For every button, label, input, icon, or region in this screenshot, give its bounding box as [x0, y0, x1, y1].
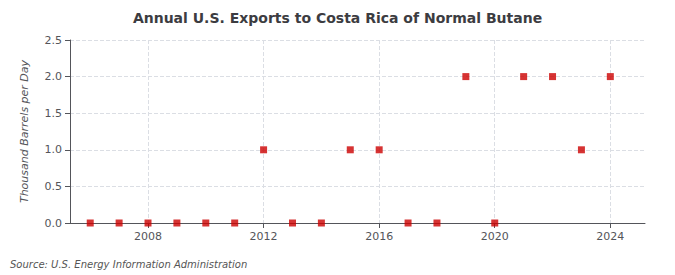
svg-text:2016: 2016 — [365, 230, 393, 243]
svg-text:0.5: 0.5 — [45, 180, 63, 193]
svg-text:2024: 2024 — [596, 230, 624, 243]
svg-text:2012: 2012 — [250, 230, 278, 243]
svg-text:1.5: 1.5 — [45, 107, 63, 120]
svg-text:0.0: 0.0 — [45, 217, 63, 230]
svg-text:2.0: 2.0 — [45, 70, 63, 83]
svg-text:Annual U.S. Exports to Costa R: Annual U.S. Exports to Costa Rica of Nor… — [133, 10, 542, 26]
svg-text:2008: 2008 — [134, 230, 162, 243]
svg-text:2020: 2020 — [481, 230, 509, 243]
svg-text:1.0: 1.0 — [45, 143, 63, 156]
svg-text:Source: U.S. Energy Informatio: Source: U.S. Energy Information Administ… — [10, 259, 247, 270]
svg-text:2.5: 2.5 — [45, 34, 63, 47]
svg-text:Thousand Barrels per Day: Thousand Barrels per Day — [18, 59, 31, 203]
